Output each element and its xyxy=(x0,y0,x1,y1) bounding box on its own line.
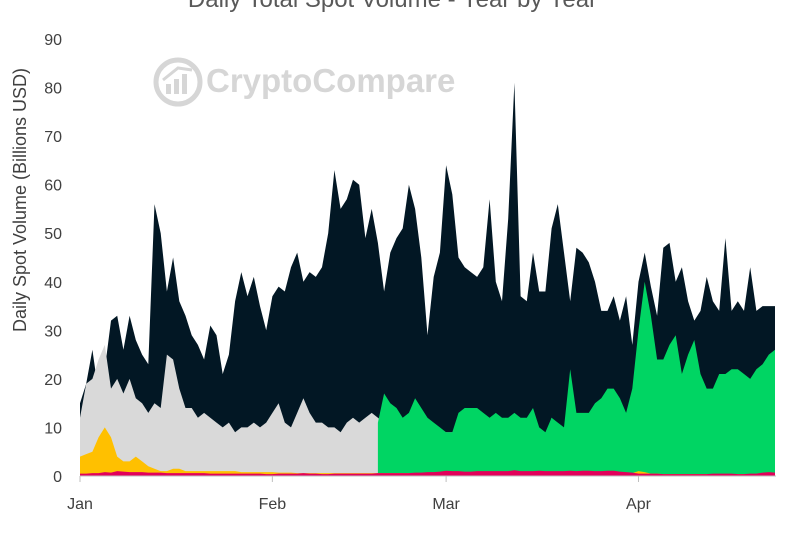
chart-title: Daily Total Spot Volume - Year by Year xyxy=(0,0,785,14)
series-area-3 xyxy=(377,281,775,476)
y-tick-label: 10 xyxy=(44,420,62,437)
y-tick-label: 70 xyxy=(44,129,62,146)
y-tick-label: 0 xyxy=(53,469,62,486)
y-tick-label: 80 xyxy=(44,81,62,98)
y-tick-label: 20 xyxy=(44,372,62,389)
y-tick-label: 40 xyxy=(44,275,62,292)
y-axis: 0 10 20 30 40 50 60 70 80 90 xyxy=(44,32,62,486)
y-tick-label: 50 xyxy=(44,226,62,243)
series-area-4 xyxy=(80,427,775,476)
cryptocompare-logo-icon xyxy=(153,57,203,107)
y-tick-label: 30 xyxy=(44,323,62,340)
watermark-text: CryptoCompare xyxy=(206,62,455,99)
x-tick-label: Apr xyxy=(626,496,652,513)
x-tick-label: Mar xyxy=(432,496,460,513)
series-area-1 xyxy=(80,82,775,476)
y-tick-label: 90 xyxy=(44,32,62,49)
y-tick-label: 60 xyxy=(44,178,62,195)
x-tick-label: Feb xyxy=(259,496,287,513)
x-axis: Jan Feb Mar Apr xyxy=(67,475,776,513)
x-tick-label: Jan xyxy=(67,496,93,513)
cryptocompare-watermark: CryptoCompare xyxy=(153,57,455,107)
y-axis-label: Daily Spot Volume (Billions USD) xyxy=(10,68,30,332)
series-area-5 xyxy=(80,470,775,476)
plot-area xyxy=(80,82,775,476)
